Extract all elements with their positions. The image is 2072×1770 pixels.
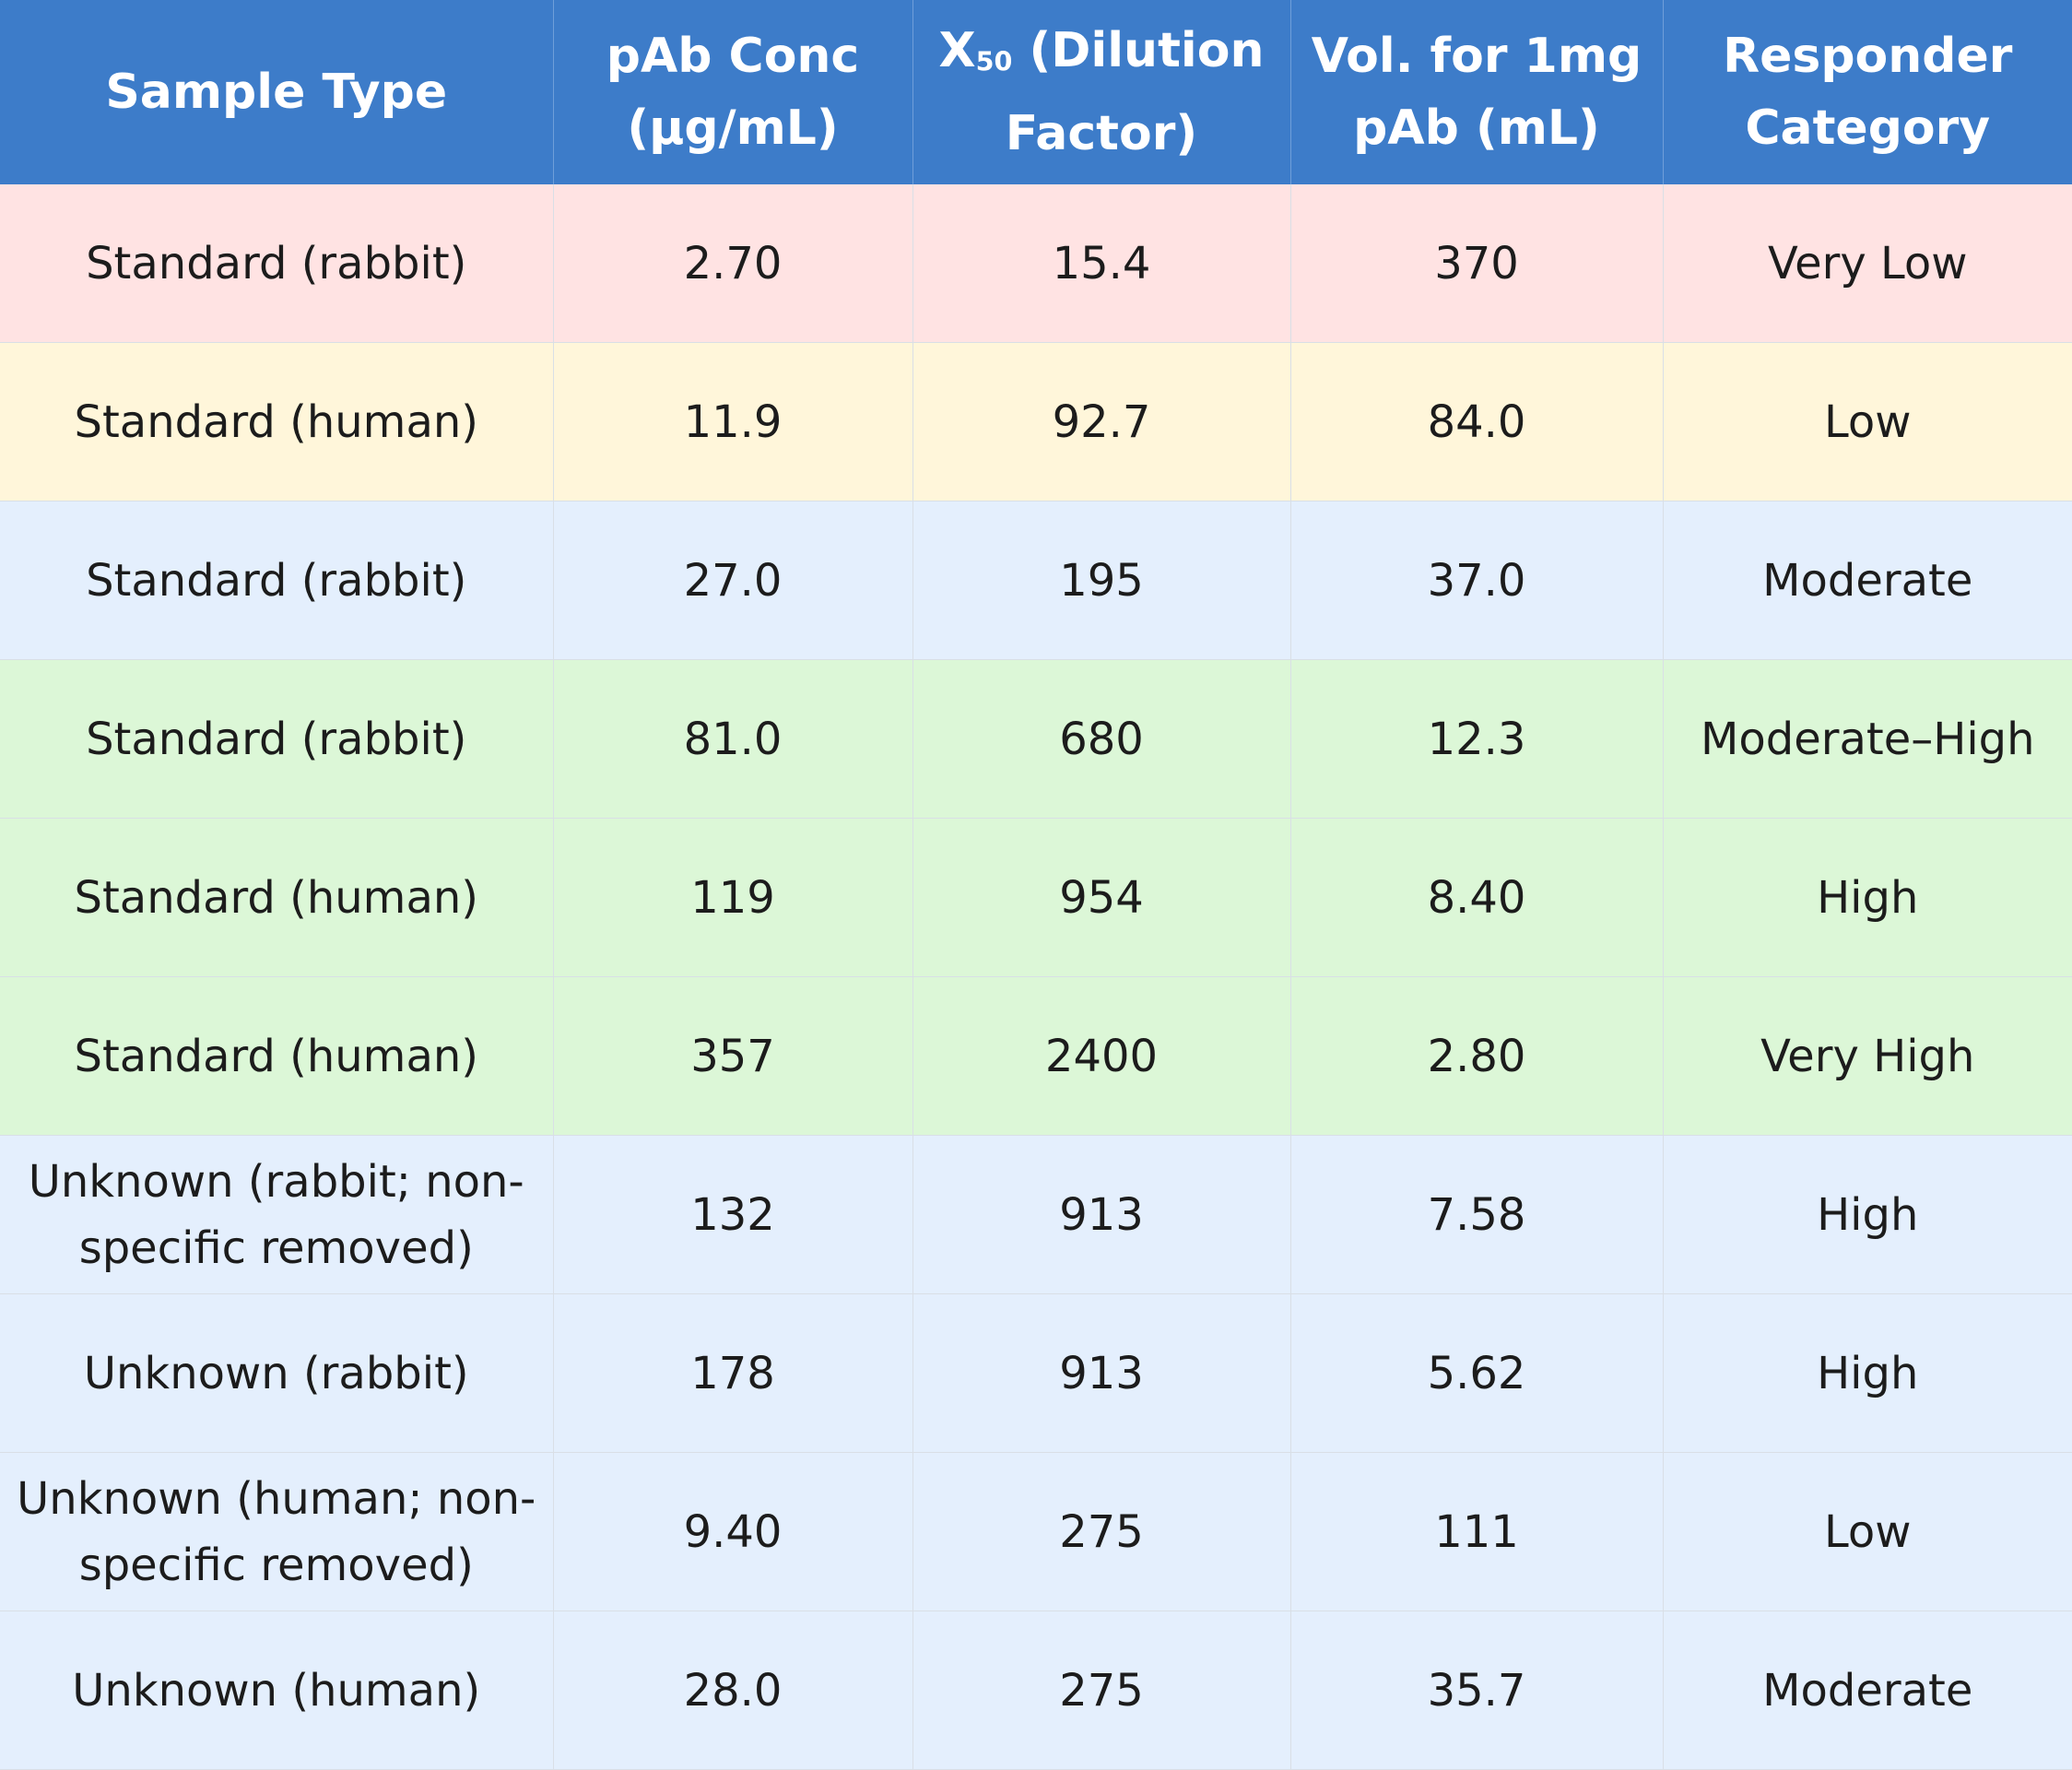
header-volume-for-1mg: Vol. for 1mg pAb (mL) (1290, 0, 1664, 184)
cell-sample-type: Unknown (human) (0, 1611, 554, 1770)
cell-x50: 92.7 (912, 342, 1291, 502)
cell-responder-category: Moderate–High (1663, 659, 2072, 819)
cell-x50: 275 (912, 1452, 1291, 1611)
header-pab-conc: pAb Conc (µg/mL) (553, 0, 913, 184)
cell-x50: 15.4 (912, 184, 1291, 343)
header-x50-main: X (938, 23, 976, 79)
cell-responder-category: Low (1663, 1452, 2072, 1611)
cell-responder-category: High (1663, 818, 2072, 977)
cell-responder-category: Very Low (1663, 184, 2072, 343)
cell-volume: 37.0 (1290, 501, 1664, 660)
table-row: Standard (rabbit) 27.0 195 37.0 Moderate (0, 501, 2072, 660)
cell-volume: 35.7 (1290, 1611, 1664, 1770)
cell-responder-category: High (1663, 1135, 2072, 1294)
header-responder-category: Responder Category (1663, 0, 2072, 184)
cell-volume: 7.58 (1290, 1135, 1664, 1294)
cell-pab-conc: 357 (553, 976, 913, 1136)
cell-sample-type: Standard (human) (0, 976, 554, 1136)
cell-volume: 12.3 (1290, 659, 1664, 819)
cell-sample-type: Standard (rabbit) (0, 184, 554, 343)
cell-volume: 2.80 (1290, 976, 1664, 1136)
cell-x50: 913 (912, 1135, 1291, 1294)
cell-x50: 913 (912, 1293, 1291, 1453)
cell-responder-category: Moderate (1663, 501, 2072, 660)
cell-sample-type: Standard (rabbit) (0, 659, 554, 819)
cell-pab-conc: 2.70 (553, 184, 913, 343)
cell-volume: 8.40 (1290, 818, 1664, 977)
table-row: Standard (rabbit) 2.70 15.4 370 Very Low (0, 184, 2072, 343)
header-row: Sample Type pAb Conc (µg/mL) X50 (Diluti… (0, 0, 2072, 184)
cell-x50: 2400 (912, 976, 1291, 1136)
cell-sample-type: Standard (human) (0, 342, 554, 502)
cell-responder-category: High (1663, 1293, 2072, 1453)
table-row: Unknown (human; non-specific removed) 9.… (0, 1452, 2072, 1611)
table-row: Standard (human) 357 2400 2.80 Very High (0, 976, 2072, 1136)
cell-volume: 5.62 (1290, 1293, 1664, 1453)
cell-sample-type: Unknown (human; non-specific removed) (0, 1452, 554, 1611)
cell-pab-conc: 27.0 (553, 501, 913, 660)
cell-pab-conc: 11.9 (553, 342, 913, 502)
cell-volume: 84.0 (1290, 342, 1664, 502)
cell-x50: 680 (912, 659, 1291, 819)
header-x50-dilution-factor: X50 (Dilution Factor) (912, 0, 1291, 184)
cell-pab-conc: 81.0 (553, 659, 913, 819)
cell-volume: 111 (1290, 1452, 1664, 1611)
table-row: Unknown (rabbit) 178 913 5.62 High (0, 1293, 2072, 1453)
cell-pab-conc: 9.40 (553, 1452, 913, 1611)
table-row: Standard (human) 11.9 92.7 84.0 Low (0, 342, 2072, 502)
table-header: Sample Type pAb Conc (µg/mL) X50 (Diluti… (0, 0, 2072, 184)
cell-responder-category: Low (1663, 342, 2072, 502)
table-row: Standard (human) 119 954 8.40 High (0, 818, 2072, 977)
header-x50-subscript: 50 (975, 45, 1013, 77)
cell-pab-conc: 178 (553, 1293, 913, 1453)
cell-x50: 954 (912, 818, 1291, 977)
cell-pab-conc: 28.0 (553, 1611, 913, 1770)
cell-sample-type: Unknown (rabbit) (0, 1293, 554, 1453)
cell-pab-conc: 132 (553, 1135, 913, 1294)
cell-pab-conc: 119 (553, 818, 913, 977)
cell-sample-type: Unknown (rabbit; non-specific removed) (0, 1135, 554, 1294)
header-x50-rest: (Dilution Factor) (1005, 23, 1265, 161)
cell-x50: 275 (912, 1611, 1291, 1770)
cell-responder-category: Very High (1663, 976, 2072, 1136)
cell-responder-category: Moderate (1663, 1611, 2072, 1770)
cell-sample-type: Standard (rabbit) (0, 501, 554, 660)
table-row: Unknown (human) 28.0 275 35.7 Moderate (0, 1611, 2072, 1770)
table-row: Unknown (rabbit; non-specific removed) 1… (0, 1135, 2072, 1294)
header-sample-type: Sample Type (0, 0, 554, 184)
cell-volume: 370 (1290, 184, 1664, 343)
table-body: Standard (rabbit) 2.70 15.4 370 Very Low… (0, 184, 2072, 1770)
cell-sample-type: Standard (human) (0, 818, 554, 977)
cell-x50: 195 (912, 501, 1291, 660)
table-row: Standard (rabbit) 81.0 680 12.3 Moderate… (0, 659, 2072, 819)
